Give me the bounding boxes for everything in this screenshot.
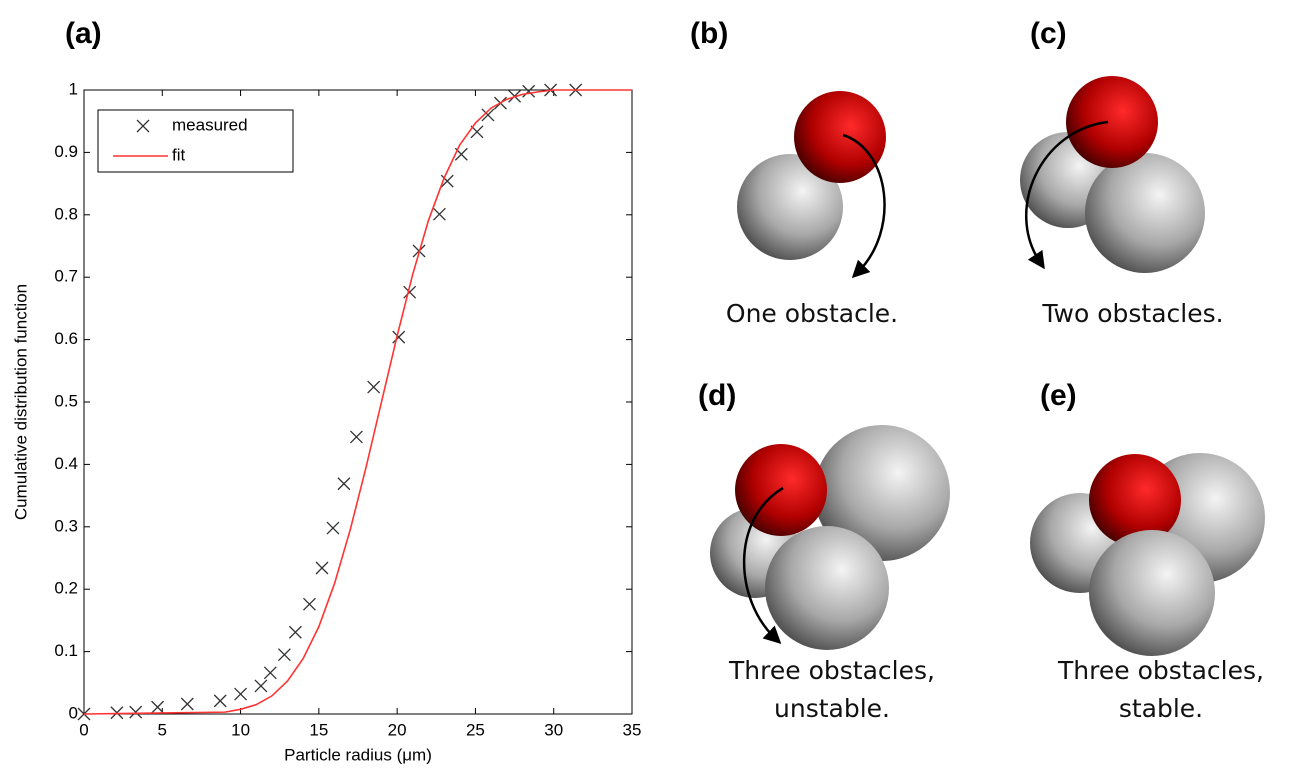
caption: Two obstacles. xyxy=(1041,299,1223,328)
x-tick-label: 15 xyxy=(309,720,328,739)
y-tick-label: 0.7 xyxy=(54,267,78,286)
x-tick-label: 20 xyxy=(388,720,407,739)
plot-frame xyxy=(84,90,632,714)
plot: 0 5 10 15 20 25 30 35 0 0.1 0.2 0.3 0.4 0.5 0.6 0.7 0.8 0… xyxy=(11,79,641,764)
caption: stable. xyxy=(1119,694,1203,723)
x-tick-label: 0 xyxy=(79,720,88,739)
panel-label: (c) xyxy=(1030,17,1067,50)
x-tick-label: 5 xyxy=(158,720,167,739)
caption: Three obstacles, xyxy=(1057,656,1264,685)
obstacle-sphere xyxy=(765,526,889,650)
legend-label: fit xyxy=(172,145,186,164)
caption: Three obstacles, xyxy=(728,656,935,685)
x-tick-label: 25 xyxy=(466,720,485,739)
y-tick-label: 0.2 xyxy=(54,579,78,598)
panel-label: (e) xyxy=(1040,379,1077,412)
y-tick-label: 0.6 xyxy=(54,329,78,348)
particle-sphere xyxy=(794,91,886,183)
y-tick-label: 0.5 xyxy=(54,391,78,410)
y-tick-label: 0.1 xyxy=(54,641,78,660)
obstacle-sphere xyxy=(1089,530,1215,656)
y-axis-label: Cumulative distribution function xyxy=(11,284,30,520)
x-tick-label: 30 xyxy=(544,720,563,739)
y-tick-label: 1 xyxy=(69,79,78,98)
obstacle-sphere xyxy=(1085,153,1205,273)
legend-label: measured xyxy=(172,115,248,134)
particle-sphere xyxy=(1066,76,1158,168)
figure: (a) 0 5 10 15 20 25 30 35 0 0.1 0.2 0.3 0.4 0.5 0.6 0.7… xyxy=(0,0,1290,776)
y-tick-label: 0.4 xyxy=(54,454,78,473)
panel-label: (d) xyxy=(698,379,736,412)
x-tick-label: 10 xyxy=(231,720,250,739)
x-axis-label: Particle radius (μm) xyxy=(284,745,432,764)
y-tick-label: 0.9 xyxy=(54,142,78,161)
panel-label: (b) xyxy=(690,17,728,50)
panel-label: (a) xyxy=(65,17,102,50)
x-tick-label: 35 xyxy=(623,720,642,739)
caption: unstable. xyxy=(774,694,890,723)
caption: One obstacle. xyxy=(726,299,898,328)
y-tick-label: 0 xyxy=(69,703,78,722)
y-tick-label: 0.8 xyxy=(54,204,78,223)
y-tick-label: 0.3 xyxy=(54,516,78,535)
